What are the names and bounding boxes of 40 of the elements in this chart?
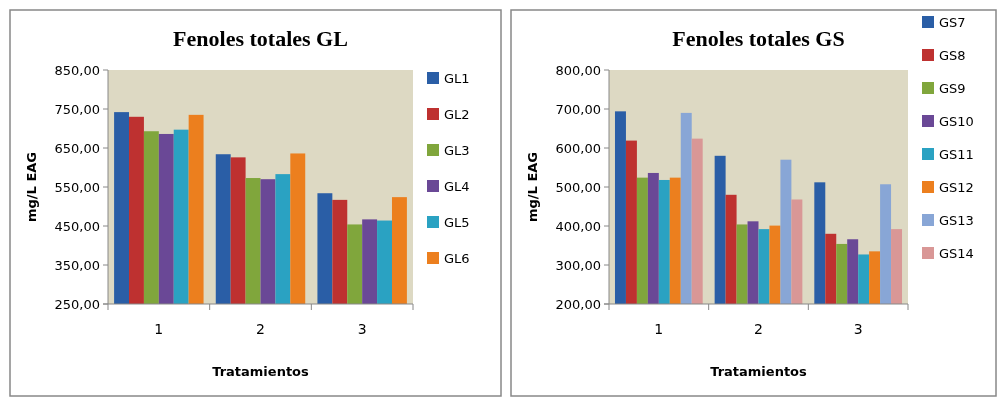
y-tick-label: 400,00 bbox=[555, 218, 601, 234]
y-tick-label: 700,00 bbox=[555, 101, 601, 117]
y-tick-label: 300,00 bbox=[555, 257, 601, 273]
y-tick-label: 500,00 bbox=[555, 179, 601, 195]
y-tick-label: 350,00 bbox=[54, 257, 100, 273]
legend-label: GL2 bbox=[444, 106, 470, 122]
legend-label: GS12 bbox=[939, 179, 974, 195]
legend-label: GL6 bbox=[444, 250, 470, 266]
y-tick-label: 250,00 bbox=[54, 296, 100, 312]
legend-label: GS14 bbox=[939, 245, 974, 261]
y-tick-label: 550,00 bbox=[54, 179, 100, 195]
y-tick-label: 800,00 bbox=[555, 62, 601, 78]
legend-label: GS10 bbox=[939, 113, 974, 129]
legend-label: GL4 bbox=[444, 178, 470, 194]
x-tick-label: 3 bbox=[357, 321, 367, 337]
y-axis-title: mg/L EAG bbox=[525, 151, 540, 223]
legend-label: GL3 bbox=[444, 142, 470, 158]
legend-label: GS9 bbox=[939, 80, 966, 96]
legend-label: GS7 bbox=[939, 14, 966, 30]
legend-label: GS13 bbox=[939, 212, 974, 228]
x-tick-label: 1 bbox=[154, 321, 164, 337]
y-tick-label: 650,00 bbox=[54, 140, 100, 156]
y-tick-label: 200,00 bbox=[555, 296, 601, 312]
legend-label: GS11 bbox=[939, 146, 974, 162]
x-tick-label: 2 bbox=[754, 321, 763, 337]
y-tick-label: 600,00 bbox=[555, 140, 601, 156]
y-tick-label: 850,00 bbox=[54, 62, 100, 78]
chart-title: Fenoles totales GL bbox=[173, 26, 348, 51]
chart-title: Fenoles totales GS bbox=[672, 26, 845, 51]
x-tick-label: 1 bbox=[654, 321, 664, 337]
legend-label: GL1 bbox=[444, 70, 470, 86]
legend-label: GL5 bbox=[444, 214, 470, 230]
x-axis-title: Tratamientos bbox=[710, 364, 808, 379]
y-axis-title: mg/L EAG bbox=[24, 151, 39, 223]
y-tick-label: 750,00 bbox=[54, 101, 100, 117]
y-tick-label: 450,00 bbox=[54, 218, 100, 234]
x-axis-title: Tratamientos bbox=[212, 364, 310, 379]
x-tick-label: 2 bbox=[256, 321, 265, 337]
x-tick-label: 3 bbox=[853, 321, 863, 337]
legend-label: GS8 bbox=[939, 47, 966, 63]
